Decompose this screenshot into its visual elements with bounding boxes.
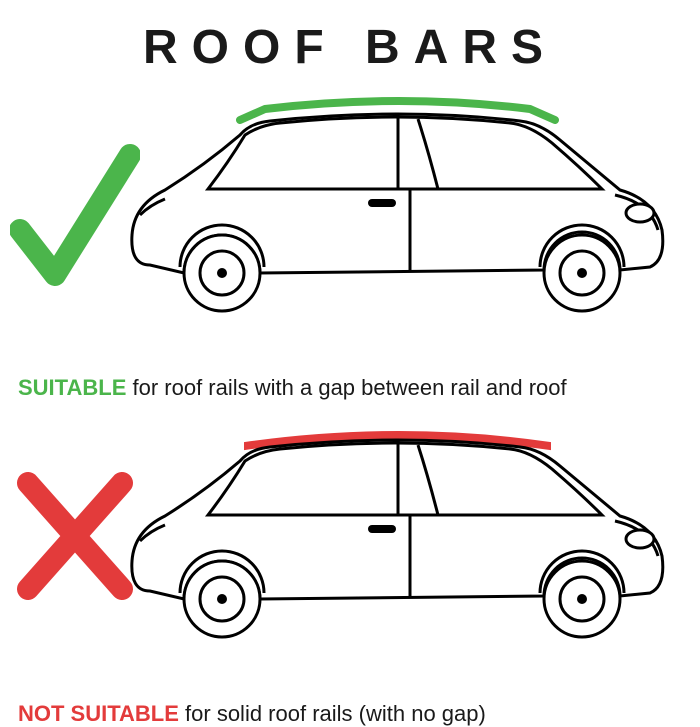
page-title: ROOF BARS	[0, 0, 700, 75]
caption-rest-not-suitable: for solid roof rails (with no gap)	[179, 701, 486, 726]
caption-not-suitable: NOT SUITABLE for solid roof rails (with …	[0, 701, 700, 727]
panel-not-suitable	[0, 401, 700, 701]
caption-suitable: SUITABLE for roof rails with a gap betwe…	[0, 375, 700, 401]
caption-lead-suitable: SUITABLE	[18, 375, 126, 400]
caption-rest-suitable: for roof rails with a gap between rail a…	[126, 375, 566, 400]
caption-lead-not-suitable: NOT SUITABLE	[18, 701, 179, 726]
car-illustration-suitable	[110, 95, 680, 345]
panel-suitable	[0, 75, 700, 375]
car-illustration-not-suitable	[110, 421, 680, 671]
